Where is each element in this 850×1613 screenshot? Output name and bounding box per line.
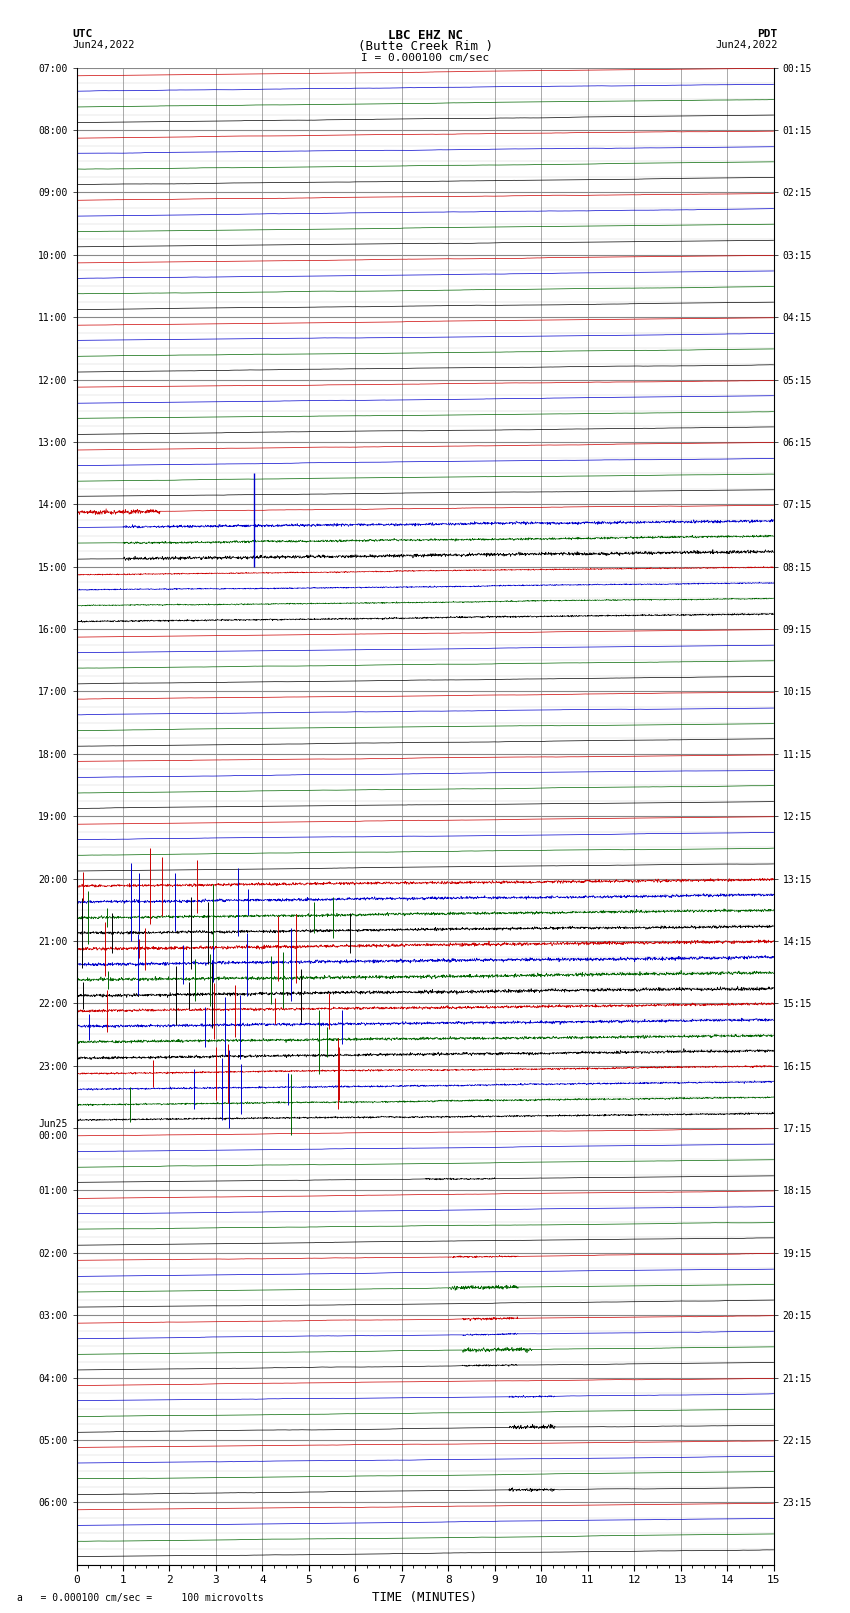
Text: LBC EHZ NC: LBC EHZ NC (388, 29, 462, 42)
Text: (Butte Creek Rim ): (Butte Creek Rim ) (358, 40, 492, 53)
Text: I = 0.000100 cm/sec: I = 0.000100 cm/sec (361, 53, 489, 63)
Text: Jun24,2022: Jun24,2022 (715, 40, 778, 50)
Text: a   = 0.000100 cm/sec =     100 microvolts: a = 0.000100 cm/sec = 100 microvolts (17, 1594, 264, 1603)
Text: PDT: PDT (757, 29, 778, 39)
X-axis label: TIME (MINUTES): TIME (MINUTES) (372, 1590, 478, 1603)
Text: Jun24,2022: Jun24,2022 (72, 40, 135, 50)
Text: UTC: UTC (72, 29, 93, 39)
